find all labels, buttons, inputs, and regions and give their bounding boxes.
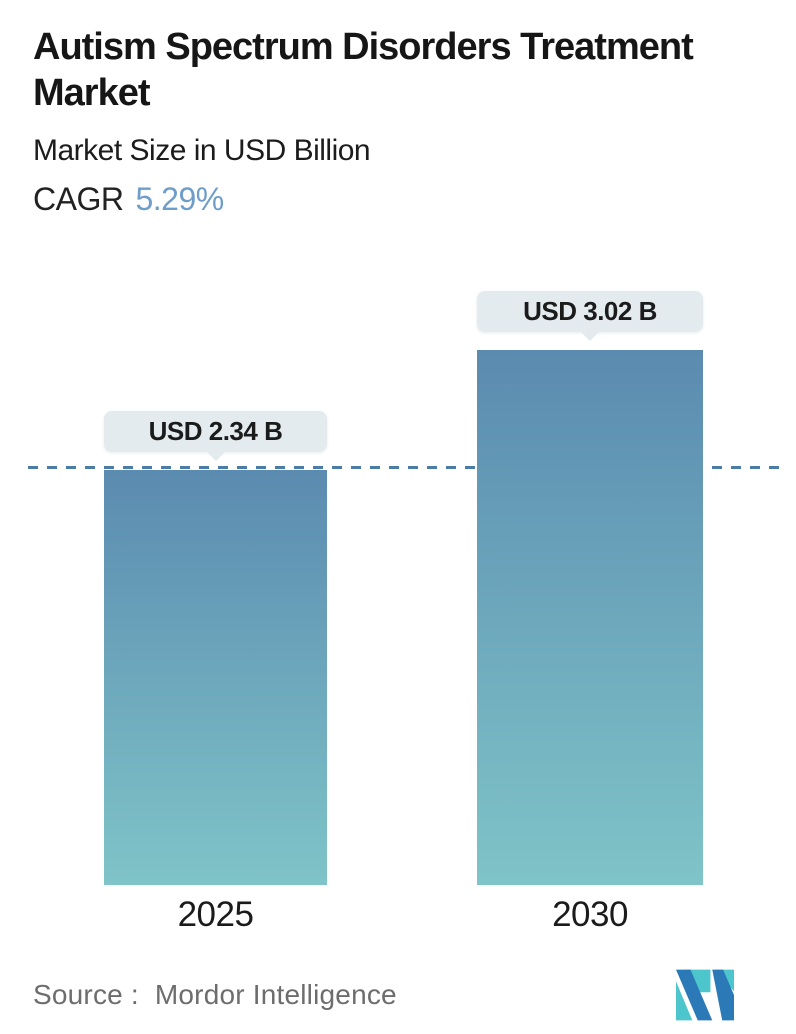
cagr-label: CAGR	[33, 181, 124, 218]
bar-2030	[477, 350, 703, 886]
axis-label-2025: 2025	[177, 895, 254, 935]
chart-subtitle: Market Size in USD Billion	[33, 133, 371, 167]
bar-chart: USD 2.34 B 2025 USD 3.02 B 2030	[0, 291, 796, 934]
value-label: USD 2.34 B	[148, 416, 283, 447]
reference-dashed-line	[28, 466, 788, 470]
axis-label-2030: 2030	[552, 895, 628, 935]
cagr-value: 5.29%	[135, 181, 224, 218]
page-title: Autism Spectrum Disorders Treatment Mark…	[33, 26, 694, 115]
value-tooltip-2025: USD 2.34 B	[104, 411, 327, 462]
bar-group-2030: USD 3.02 B 2030	[477, 291, 703, 934]
value-tooltip-2030: USD 3.02 B	[477, 291, 703, 342]
source-label: Source :	[33, 979, 139, 1010]
source-note: Source : Mordor Intelligence	[33, 979, 397, 1011]
cagr-row: CAGR 5.29%	[33, 181, 766, 218]
chart-footer: Source : Mordor Intelligence	[33, 968, 734, 1022]
mordor-intelligence-logo	[676, 969, 734, 1021]
bar-group-2025: USD 2.34 B 2025	[104, 291, 327, 934]
source-value: Mordor Intelligence	[154, 979, 397, 1010]
chart-header: Autism Spectrum Disorders Treatment Mark…	[0, 0, 796, 218]
value-label: USD 3.02 B	[523, 296, 657, 327]
bar-2025	[104, 470, 327, 886]
